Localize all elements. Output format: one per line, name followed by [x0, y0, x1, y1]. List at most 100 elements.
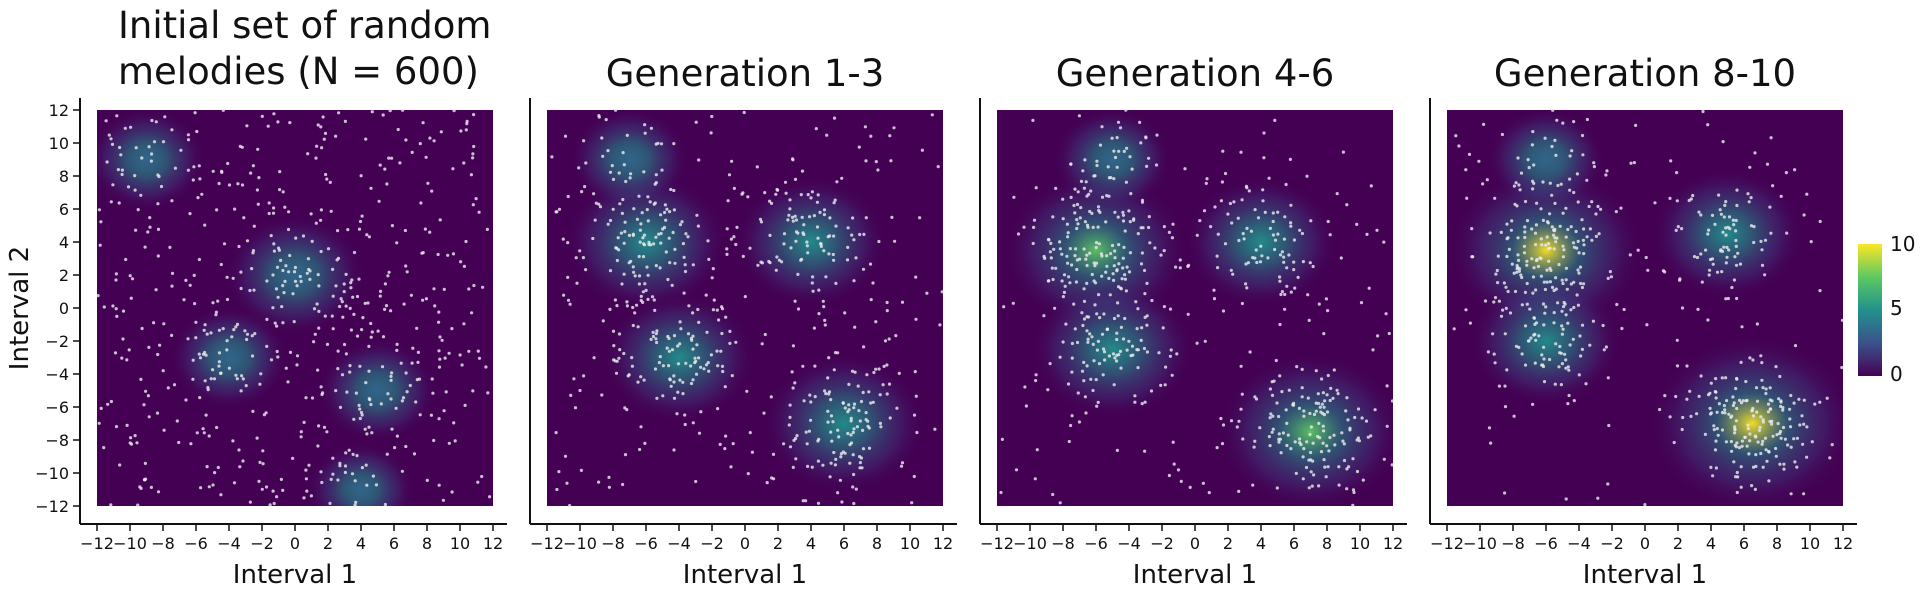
colorbar: 10 5 0 — [1858, 232, 1915, 386]
data-point — [1575, 293, 1579, 297]
data-point — [1699, 374, 1703, 378]
data-point — [316, 444, 320, 448]
y-tick-label: 6 — [59, 200, 69, 219]
data-point — [1091, 342, 1095, 346]
x-tick-label: −2 — [250, 534, 274, 553]
data-point — [129, 125, 133, 129]
data-point — [665, 346, 669, 350]
data-point — [1102, 312, 1106, 316]
data-point — [1282, 260, 1286, 264]
data-point — [622, 272, 626, 276]
data-point — [1100, 254, 1104, 258]
data-point — [1246, 261, 1250, 265]
data-point — [1251, 483, 1255, 487]
data-point — [1709, 381, 1713, 385]
data-point — [1345, 487, 1349, 491]
data-point — [861, 428, 865, 432]
y-tick-label: 10 — [49, 134, 69, 153]
data-point — [659, 231, 663, 236]
data-point — [357, 403, 361, 407]
data-point — [648, 200, 652, 204]
data-point — [664, 250, 668, 254]
data-point — [1310, 484, 1314, 488]
data-point — [832, 201, 836, 205]
data-point — [302, 420, 306, 424]
data-point — [1065, 222, 1069, 226]
data-point — [1145, 164, 1149, 168]
data-point — [628, 176, 632, 180]
data-point — [735, 225, 739, 229]
data-point — [600, 136, 604, 140]
data-point — [1746, 427, 1750, 431]
data-point — [566, 298, 571, 302]
data-point — [355, 334, 360, 338]
data-point — [251, 249, 256, 253]
data-point — [114, 425, 119, 429]
x-tick-label: 4 — [356, 534, 366, 553]
data-point — [1713, 222, 1717, 226]
data-point — [1255, 260, 1259, 265]
data-point — [1073, 187, 1077, 191]
data-point — [1588, 227, 1592, 231]
data-point — [305, 271, 309, 275]
data-point — [235, 322, 240, 326]
data-point — [784, 191, 788, 195]
data-point — [274, 287, 279, 291]
data-point — [1301, 477, 1305, 481]
data-point — [876, 168, 880, 172]
colorbar-tick-label-min: 0 — [1890, 362, 1903, 386]
data-point — [1519, 171, 1524, 175]
data-point — [1602, 348, 1606, 352]
data-point — [1579, 354, 1583, 358]
data-point — [1567, 393, 1571, 398]
data-point — [829, 461, 833, 465]
data-point — [1287, 388, 1291, 392]
data-point — [659, 142, 664, 146]
data-point — [1468, 321, 1472, 325]
colorbar-gradient — [1858, 244, 1882, 376]
data-point — [1714, 377, 1718, 381]
data-point — [1035, 448, 1039, 452]
data-point — [637, 282, 642, 286]
data-point — [365, 233, 369, 237]
data-point — [1785, 231, 1789, 235]
data-point — [1548, 181, 1552, 185]
data-point — [1740, 444, 1744, 448]
data-point — [1840, 318, 1844, 322]
data-point — [814, 127, 818, 131]
data-point — [655, 396, 659, 400]
data-point — [1534, 223, 1538, 227]
data-point — [156, 352, 160, 357]
data-point — [691, 311, 695, 315]
data-point — [1576, 303, 1580, 307]
data-point — [1735, 296, 1739, 301]
data-point — [1695, 255, 1700, 260]
data-point — [615, 359, 619, 363]
data-point — [861, 267, 866, 271]
data-point — [1504, 306, 1508, 310]
data-point — [623, 230, 627, 234]
data-point — [1090, 211, 1094, 215]
data-point — [350, 278, 354, 282]
data-point — [1619, 206, 1623, 210]
data-point — [357, 227, 362, 231]
data-point — [250, 267, 254, 271]
data-point — [1544, 305, 1548, 309]
data-point — [1075, 258, 1079, 262]
data-point — [279, 477, 283, 481]
data-point — [1674, 394, 1678, 399]
data-point — [361, 316, 365, 320]
data-point — [822, 208, 827, 212]
x-tick-label: 10 — [900, 534, 920, 553]
data-point — [163, 115, 167, 119]
data-point — [623, 453, 628, 457]
data-point — [1048, 250, 1052, 254]
data-point — [760, 342, 764, 346]
data-point — [1535, 201, 1539, 205]
data-point — [1753, 434, 1757, 438]
x-axis-title: Interval 1 — [683, 560, 807, 590]
data-point — [1608, 270, 1612, 274]
x-tick-label: −6 — [634, 534, 658, 553]
data-point — [381, 113, 385, 117]
data-point — [225, 275, 229, 279]
